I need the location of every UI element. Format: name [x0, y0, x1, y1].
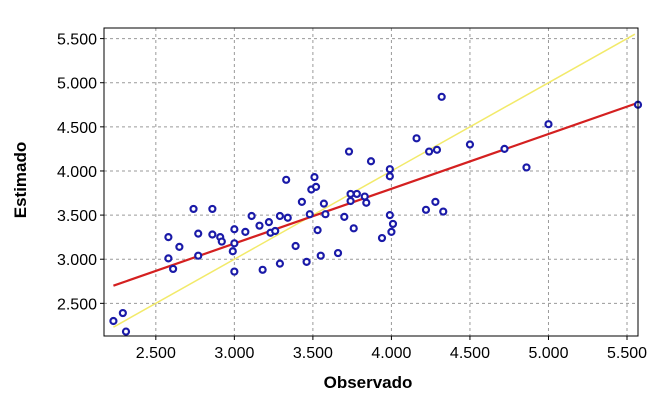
data-point	[109, 316, 118, 326]
data-point	[387, 227, 396, 236]
data-point	[360, 192, 369, 201]
data-point	[385, 172, 394, 181]
data-point	[230, 239, 239, 248]
x-tick-label: 3.500	[293, 345, 333, 362]
data-point	[544, 120, 553, 129]
data-point	[344, 147, 354, 156]
x-tick-label: 3.000	[214, 345, 254, 362]
data-point	[208, 230, 217, 239]
data-point	[283, 213, 292, 222]
data-point	[169, 264, 178, 274]
data-point	[305, 210, 314, 219]
data-point	[189, 204, 198, 214]
plot-area-border	[103, 27, 639, 337]
y-tick-label: 4.000	[57, 164, 97, 181]
data-point	[230, 267, 239, 276]
data-point	[275, 259, 285, 268]
data-point	[297, 197, 306, 206]
y-tick-label: 2.500	[57, 296, 97, 313]
y-tick-label: 5.500	[57, 32, 97, 49]
x-tick-label: 5.000	[528, 345, 568, 362]
data-point	[164, 254, 173, 263]
data-point	[282, 175, 291, 184]
y-tick-label: 3.500	[57, 208, 97, 225]
data-point	[313, 225, 322, 235]
data-point	[208, 204, 217, 214]
data-point	[302, 257, 311, 266]
data-point	[385, 165, 394, 174]
data-point	[346, 196, 355, 206]
data-point	[465, 140, 475, 149]
data-point	[439, 207, 448, 216]
data-point	[349, 224, 358, 233]
y-axis-title: Estimado	[11, 142, 30, 219]
x-tick-label: 4.500	[450, 345, 490, 362]
data-point	[258, 265, 267, 274]
data-point	[175, 242, 184, 251]
data-point	[271, 226, 280, 236]
data-point	[437, 92, 446, 101]
data-point	[264, 218, 274, 227]
data-point	[118, 308, 127, 318]
data-point	[121, 327, 131, 336]
data-point	[230, 225, 239, 234]
x-tick-label: 5.500	[607, 345, 647, 362]
data-point	[366, 157, 376, 166]
data-point	[319, 199, 328, 208]
data-point	[310, 173, 319, 182]
y-tick-label: 4.500	[57, 120, 97, 137]
data-point	[346, 189, 355, 199]
x-tick-label: 4.000	[371, 345, 411, 362]
data-point	[228, 247, 237, 256]
data-point	[362, 198, 371, 207]
data-point	[333, 248, 343, 258]
y-tick-label: 5.000	[57, 76, 97, 93]
data-point	[522, 163, 531, 172]
x-tick-label: 2.500	[136, 345, 176, 362]
data-point	[388, 219, 398, 229]
data-point	[247, 211, 256, 221]
identity-line	[113, 33, 636, 328]
data-point	[275, 211, 285, 221]
y-axis-ticks: 2.500 3.000 3.500 4.000 4.500 5.000 5.500	[57, 32, 104, 313]
data-point	[311, 182, 321, 191]
data-point	[241, 227, 250, 236]
data-point	[421, 205, 431, 214]
data-point	[431, 197, 440, 206]
data-point	[377, 233, 387, 243]
data-point	[385, 210, 394, 220]
data-point	[291, 241, 300, 251]
data-point	[500, 144, 509, 154]
y-tick-label: 3.000	[57, 252, 97, 269]
x-axis-title: Observado	[324, 373, 413, 392]
data-point	[255, 221, 264, 230]
data-point	[432, 145, 442, 154]
x-axis-ticks: 2.500 3.000 3.500 4.000 4.500 5.000 5.500	[136, 336, 647, 362]
data-point	[194, 251, 203, 260]
data-point	[194, 229, 203, 238]
data-point	[164, 233, 173, 242]
data-point	[217, 237, 226, 246]
data-points	[109, 92, 643, 336]
data-point	[425, 147, 434, 156]
data-point	[340, 212, 349, 221]
data-point	[352, 189, 361, 199]
data-point	[316, 251, 325, 260]
data-point	[412, 134, 421, 143]
data-point	[321, 210, 330, 219]
